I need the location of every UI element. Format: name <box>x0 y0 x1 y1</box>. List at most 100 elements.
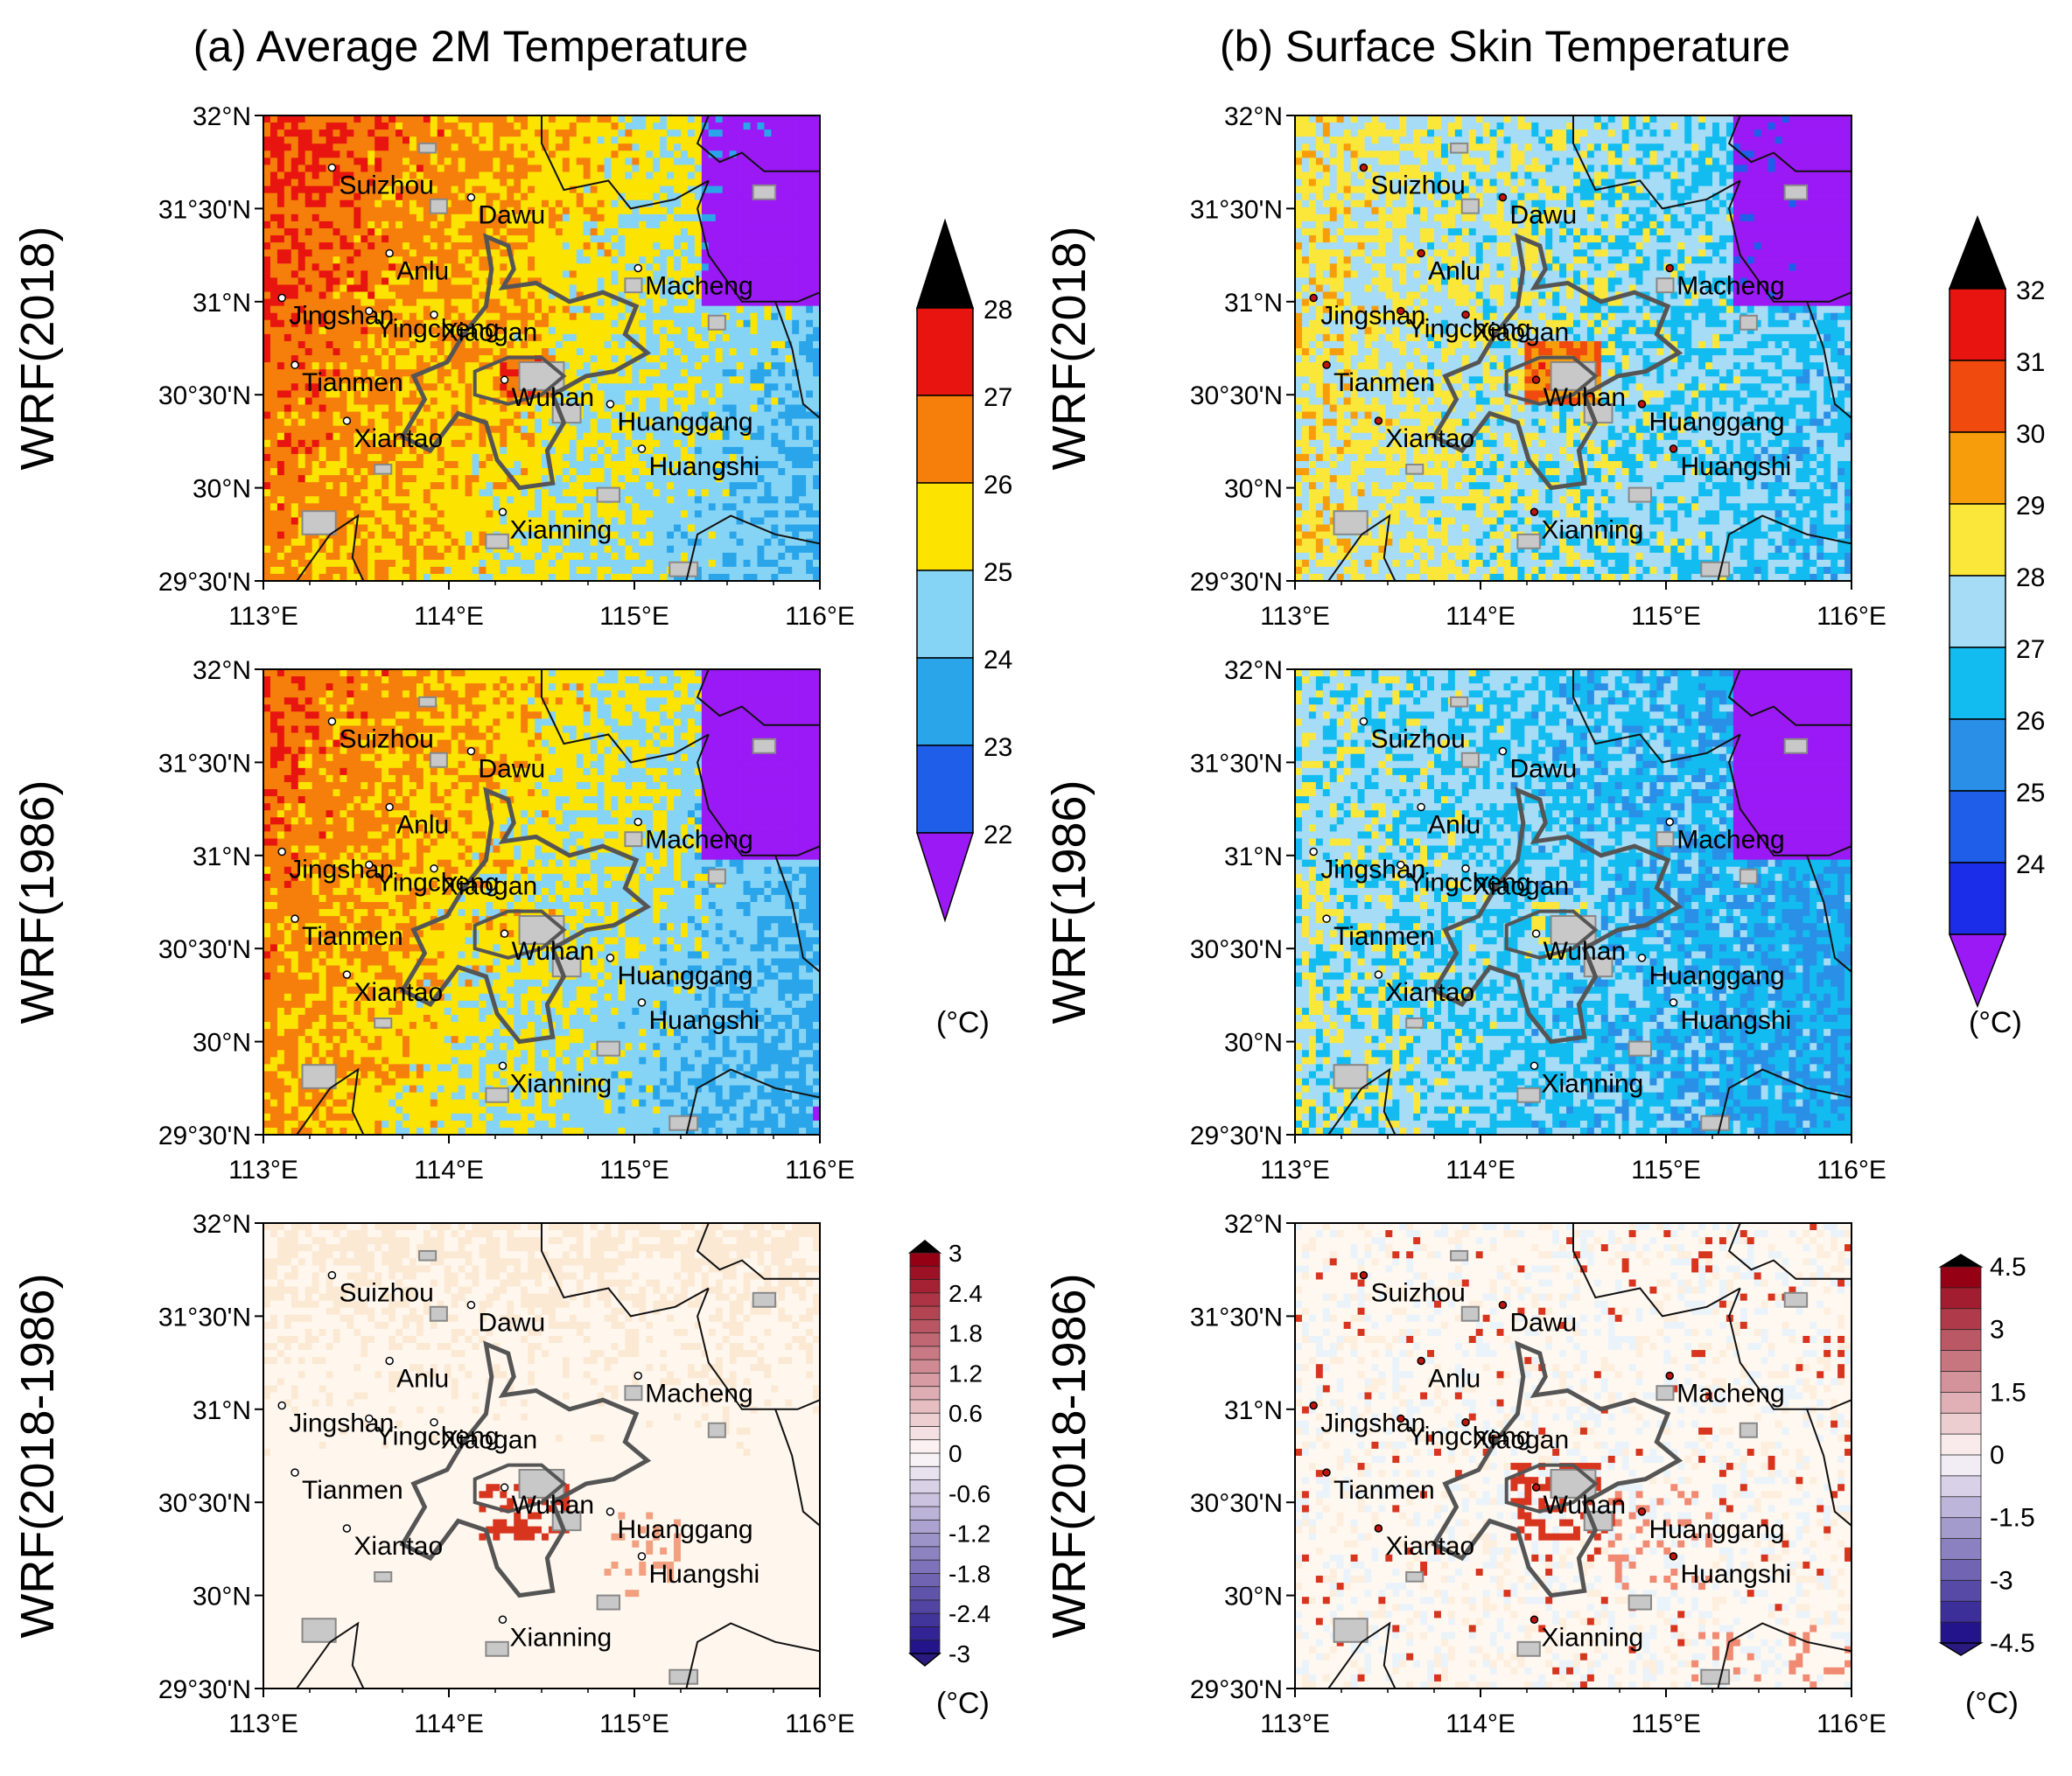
city-label: Xianning <box>1541 515 1643 544</box>
city-marker <box>1396 1414 1405 1423</box>
city-marker <box>500 929 509 938</box>
city-marker <box>1461 864 1470 873</box>
city-label: Xiantao <box>1385 978 1474 1007</box>
city-marker <box>385 1356 394 1366</box>
lat-tick-label: 31°N <box>1224 843 1283 871</box>
city-marker <box>1531 1483 1541 1492</box>
lat-tick-label: 31°N <box>192 289 251 318</box>
city-label: Huanggang <box>617 1515 752 1544</box>
colorbar-segment <box>916 307 974 396</box>
city-label: Suizhou <box>339 171 433 200</box>
city-label: Xiaogan <box>441 318 537 347</box>
colorbar-segment <box>909 1626 941 1641</box>
colorbar-tick-label: 28 <box>2016 563 2045 592</box>
lon-tick-label: 115°E <box>1631 1710 1701 1738</box>
lon-tick-label: 115°E <box>1631 1156 1701 1185</box>
city-marker <box>290 1468 299 1477</box>
city-label: Tianmen <box>1334 1476 1435 1505</box>
city-marker <box>606 954 615 962</box>
city-marker <box>1309 847 1318 857</box>
colorbar-tick-label: -1.2 <box>948 1521 990 1548</box>
lon-tick-label: 113°E <box>1260 1710 1330 1738</box>
city-label: Huanggang <box>617 408 752 437</box>
lon-tick-label: 113°E <box>228 1710 298 1738</box>
map-panel-3: 32°N 31°30'N 31°N 30°30'N 30°N 29°30'N 113°E 11… <box>11 1210 855 1738</box>
colorbar-tick-label: 25 <box>2016 779 2045 808</box>
lon-tick-label: 116°E <box>785 602 855 631</box>
row-label: WRF(2018) <box>11 226 64 470</box>
colorbar-tick-label: -1.5 <box>1990 1504 2035 1533</box>
colorbar-tick-label: -3 <box>1990 1566 2013 1595</box>
title-col-a: (a) Average 2M Temperature <box>193 22 749 71</box>
city-label: Huangshi <box>648 1006 760 1035</box>
lon-tick-label: 116°E <box>785 1156 855 1185</box>
city-marker <box>327 1270 337 1280</box>
city-marker <box>1669 1552 1678 1561</box>
city-marker <box>327 163 337 172</box>
city-label: Dawu <box>478 755 545 784</box>
city-marker <box>1309 1401 1318 1410</box>
city-marker <box>1396 306 1405 316</box>
colorbar-tick-label: 26 <box>2016 707 2045 736</box>
city-label: Wuhan <box>1544 383 1627 412</box>
city-marker <box>1322 914 1331 923</box>
colorbar-segment <box>1940 1517 1982 1540</box>
colorbar-tick-label: 1.2 <box>948 1360 983 1387</box>
map-panel-4: 32°N 31°30'N 31°N 30°30'N 30°N 29°30'N 113°E 11… <box>1043 102 1886 631</box>
wuhan-metro-outline <box>1431 233 1684 491</box>
lat-tick-label: 29°30'N <box>1190 1122 1283 1150</box>
colorbar-segment <box>1949 431 2006 505</box>
lon-tick-label: 114°E <box>414 1710 484 1738</box>
city-label: Yingcheng <box>376 868 500 897</box>
colorbar-segment <box>1940 1350 1982 1373</box>
city-label: Xiaogan <box>1473 872 1569 901</box>
city-label: Dawu <box>1509 1309 1577 1338</box>
lat-tick-label: 32°N <box>192 1210 251 1239</box>
city-label: Xianning <box>509 1069 612 1098</box>
colorbar-segment <box>909 1399 941 1415</box>
city-marker <box>637 998 647 1007</box>
colorbar-segment <box>1940 1559 1982 1582</box>
city-label: Wuhan <box>512 383 595 412</box>
colorbar-segment <box>909 1252 941 1268</box>
colorbar-segment <box>1940 1329 1982 1352</box>
map-field <box>263 1223 820 1689</box>
title-col-b: (b) Surface Skin Temperature <box>1220 22 1790 71</box>
city-marker <box>327 717 337 726</box>
city-marker <box>637 1552 647 1561</box>
colorbar-segment <box>916 745 974 834</box>
city-label: Xiaogan <box>441 872 537 901</box>
city-marker <box>430 864 438 873</box>
city-label: Suizhou <box>1370 725 1465 754</box>
colorbar-segment <box>909 1412 941 1428</box>
colorbar-segment <box>1949 575 2006 648</box>
colorbar-segment <box>916 570 974 659</box>
colorbar-segment <box>909 1426 941 1441</box>
colorbar-segment <box>909 1346 941 1361</box>
row-label: WRF(2018) <box>1043 226 1096 470</box>
map-field <box>1295 115 1852 581</box>
lon-tick-label: 116°E <box>785 1710 855 1738</box>
colorbar-segment <box>1949 790 2006 864</box>
colorbar-tick-label: -0.6 <box>948 1480 990 1507</box>
lon-tick-label: 115°E <box>1631 602 1701 631</box>
colorbar-segment <box>1940 1308 1982 1331</box>
lat-tick-label: 30°30'N <box>1190 935 1283 964</box>
city-label: Xianning <box>509 515 612 544</box>
city-label: Jingshan <box>289 856 394 885</box>
city-label: Jingshan <box>289 302 394 331</box>
colorbar-segment <box>909 1599 941 1615</box>
city-label: Wuhan <box>1544 937 1627 966</box>
lat-tick-label: 31°30'N <box>1190 195 1283 224</box>
colorbar-tick-label: 2.4 <box>948 1280 983 1307</box>
colorbar-segment <box>916 482 974 571</box>
colorbar-tick-label: 28 <box>984 296 1012 325</box>
lat-tick-label: 32°N <box>1224 102 1283 131</box>
row-label: WRF(1986) <box>11 780 64 1024</box>
lat-tick-label: 30°N <box>192 475 251 504</box>
lat-tick-label: 32°N <box>192 656 251 685</box>
lat-tick-label: 31°30'N <box>158 195 251 224</box>
colorbar-diff-tsk: 4.5 3 1.5 0 -1.5 -3 -4.5 <box>1938 1253 2035 1658</box>
wuhan-metro-outline <box>1431 787 1684 1045</box>
city-label: Jingshan <box>1320 856 1425 885</box>
